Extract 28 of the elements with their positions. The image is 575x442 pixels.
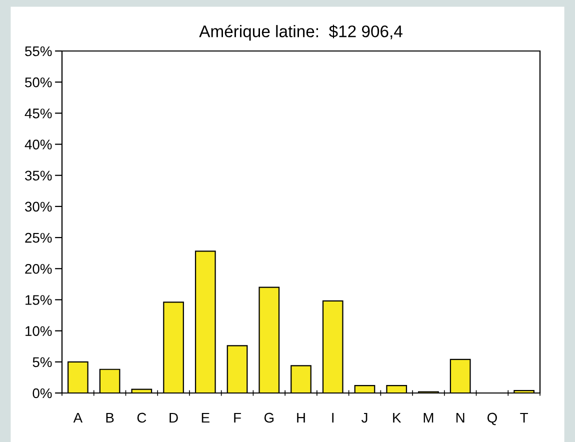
x-tick-label: B (106, 412, 114, 423)
y-tick-label: 55% (25, 46, 52, 56)
x-tick-label: H (297, 412, 305, 423)
x-tick-label: F (234, 412, 241, 423)
y-tick-label: 10% (26, 326, 52, 336)
x-tick-label: Q (487, 412, 497, 426)
y-tick-label: 30% (25, 202, 52, 212)
y-tick-label: 15% (26, 295, 52, 305)
x-tick-label: T (520, 412, 528, 423)
y-tick-label: 45% (24, 108, 52, 118)
y-tick-label: 5% (32, 357, 52, 368)
y-tick-label: 20% (25, 264, 52, 274)
x-tick-label: E (202, 412, 210, 423)
x-tick-label: I (332, 412, 334, 423)
x-tick-label: J (361, 412, 368, 423)
x-tick-label: G (264, 412, 274, 423)
x-tick-label: A (73, 412, 83, 423)
y-tick-label: 35% (25, 170, 52, 181)
chart-title: Amérique latine: $12 906,4 (199, 24, 402, 41)
x-tick-label: D (170, 412, 178, 423)
x-tick-label: C (137, 412, 146, 423)
y-tick-label: 50% (25, 77, 52, 88)
y-tick-label: 25% (25, 232, 52, 243)
x-tick-label: K (393, 412, 402, 423)
y-tick-label: 0% (32, 388, 52, 398)
x-tick-label: M (424, 412, 434, 423)
y-tick-label: 40% (24, 140, 52, 150)
x-tick-label: N (456, 412, 464, 423)
